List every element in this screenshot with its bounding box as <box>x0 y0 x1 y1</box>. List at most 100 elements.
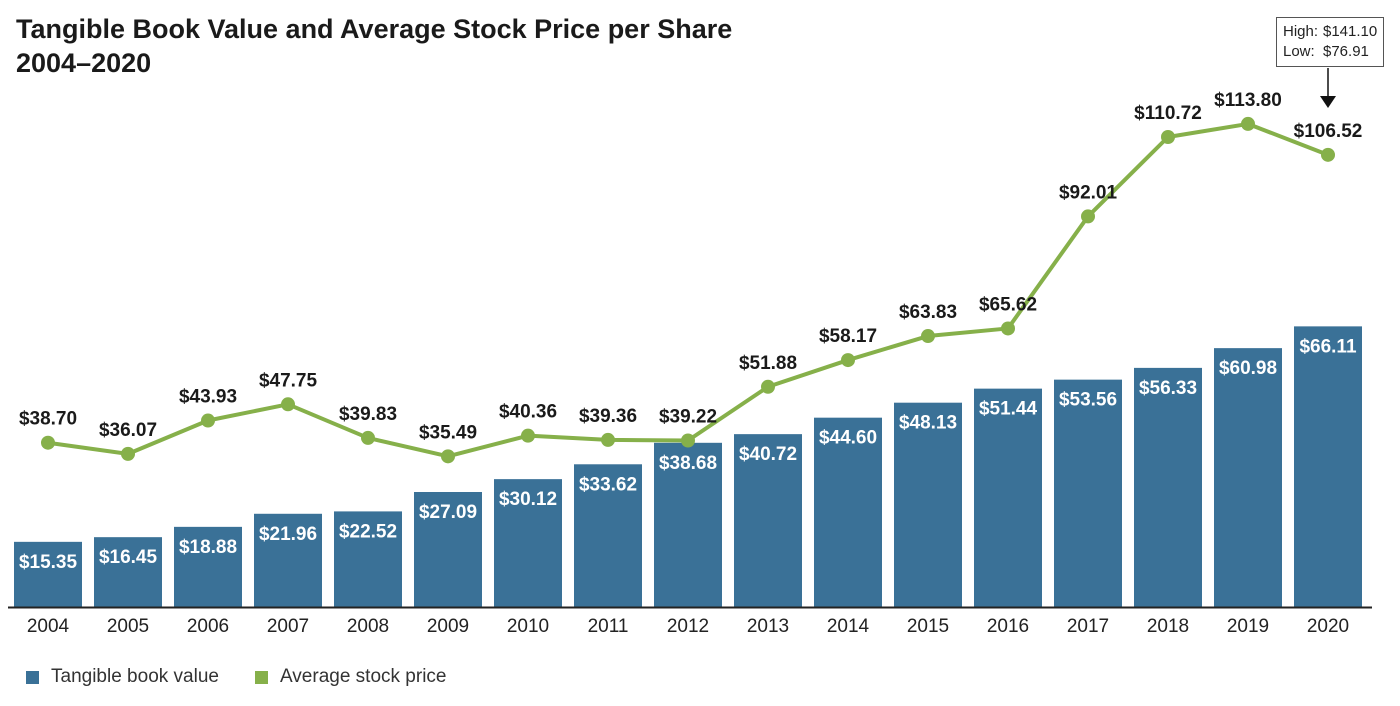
callout-arrow-head <box>1320 96 1336 108</box>
stock-price-label-2011: $39.36 <box>579 406 637 427</box>
bar-label-2017: $53.56 <box>1059 390 1117 411</box>
x-tick-label-2015: 2015 <box>907 616 949 637</box>
bar-2007 <box>254 513 322 607</box>
stock-price-point-2012 <box>681 433 695 448</box>
callout-high-row: High: $141.10 <box>1283 22 1383 42</box>
legend-swatch-line <box>254 670 268 684</box>
stock-price-label-2006: $43.93 <box>179 387 237 408</box>
bar-2008 <box>334 511 402 607</box>
bar-label-2007: $21.96 <box>259 524 317 545</box>
chart-legend: Tangible book value Average stock price <box>26 666 446 688</box>
stock-price-label-2012: $39.22 <box>659 407 717 428</box>
stock-price-label-2007: $47.75 <box>259 370 318 391</box>
line-series <box>41 116 1335 464</box>
bar-label-2012: $38.68 <box>659 453 717 474</box>
bar-series <box>14 326 1362 607</box>
x-tick-label-2012: 2012 <box>667 616 709 637</box>
callout-low-row: Low: $76.91 <box>1283 42 1383 62</box>
stock-price-point-2009 <box>441 449 455 464</box>
legend-label-book-value: Tangible book value <box>51 666 219 687</box>
stock-price-label-2004: $38.70 <box>19 409 77 430</box>
bar-label-2009: $27.09 <box>419 502 477 523</box>
bar-label-2014: $44.60 <box>819 428 877 449</box>
bar-2017 <box>1054 379 1122 607</box>
stock-price-label-2013: $51.88 <box>739 353 797 374</box>
stock-price-label-2010: $40.36 <box>499 402 557 423</box>
bar-2005 <box>94 537 162 607</box>
x-tick-label-2017: 2017 <box>1067 616 1109 637</box>
bar-label-2019: $60.98 <box>1219 358 1277 379</box>
stock-price-point-2020 <box>1321 147 1335 162</box>
x-tick-label-2010: 2010 <box>507 616 549 637</box>
callout-high-label: High: <box>1283 23 1319 40</box>
x-tick-label-2009: 2009 <box>427 616 469 637</box>
bar-label-2011: $33.62 <box>579 474 637 495</box>
stock-price-point-2014 <box>841 353 855 368</box>
bar-label-2008: $22.52 <box>339 521 397 542</box>
bar-label-group: $15.35 $16.45 $18.88 $21.96 $22.52 $27.09 $30.… <box>19 336 1357 572</box>
stock-price-point-2004 <box>41 435 55 450</box>
stock-price-label-2017: $92.01 <box>1059 182 1118 203</box>
bar-2004 <box>14 541 82 607</box>
x-tick-label-2004: 2004 <box>27 616 70 637</box>
bar-label-2004: $15.35 <box>19 552 78 573</box>
stock-price-point-2008 <box>361 430 375 445</box>
bar-2019 <box>1214 348 1282 607</box>
line-label-group: $38.70 $36.07 $43.93 $47.75 $39.83 $35.49 $40.… <box>19 90 1362 443</box>
bar-2014 <box>814 417 882 607</box>
stock-price-label-2016: $65.62 <box>979 294 1037 315</box>
chart-title: Tangible Book Value and Average Stock Pr… <box>16 12 732 80</box>
stock-price-label-2014: $58.17 <box>819 326 877 347</box>
stock-price-label-2019: $113.80 <box>1214 90 1282 111</box>
callout-low-label: Low: <box>1283 43 1315 60</box>
bar-label-2016: $51.44 <box>979 399 1038 420</box>
bar-2020 <box>1294 326 1362 607</box>
callout-high-value: $141.10 <box>1323 23 1378 40</box>
x-tick-label-2006: 2006 <box>187 616 229 637</box>
stock-price-point-2013 <box>761 379 775 394</box>
legend-item-stock-price: Average stock price <box>254 666 447 688</box>
bar-label-2005: $16.45 <box>99 547 158 568</box>
stock-price-point-2015 <box>921 329 935 344</box>
bar-2011 <box>574 464 642 607</box>
stock-price-label-2018: $110.72 <box>1134 103 1202 124</box>
x-tick-label-2016: 2016 <box>987 616 1029 637</box>
bar-2006 <box>174 526 242 607</box>
x-tick-label-group: 2004 2005 2006 2007 2008 2009 2010 2011 2012 2013… <box>27 616 1349 637</box>
bar-2009 <box>414 492 482 607</box>
legend-swatch-bar <box>26 670 39 684</box>
x-tick-label-2008: 2008 <box>347 616 389 637</box>
bar-label-2015: $48.13 <box>899 413 957 434</box>
legend-item-book-value: Tangible book value <box>26 666 219 688</box>
stock-price-point-2005 <box>121 446 135 461</box>
stock-price-label-2008: $39.83 <box>339 404 397 425</box>
stock-price-point-2016 <box>1001 321 1015 336</box>
bar-label-2010: $30.12 <box>499 489 557 510</box>
x-tick-label-2013: 2013 <box>747 616 789 637</box>
x-tick-label-2007: 2007 <box>267 616 309 637</box>
stock-price-point-2010 <box>521 428 535 443</box>
stock-price-point-2019 <box>1241 116 1255 131</box>
bar-label-2018: $56.33 <box>1139 378 1197 399</box>
x-tick-label-2018: 2018 <box>1147 616 1189 637</box>
bar-2010 <box>494 479 562 607</box>
stock-price-label-2009: $35.49 <box>419 422 477 443</box>
callout-arrow <box>1320 68 1336 108</box>
x-tick-label-2014: 2014 <box>827 616 870 637</box>
chart-title-line1: Tangible Book Value and Average Stock Pr… <box>16 14 733 44</box>
bar-label-2006: $18.88 <box>179 537 237 558</box>
stock-price-point-2017 <box>1081 209 1095 224</box>
stock-price-label-2005: $36.07 <box>99 420 157 441</box>
bar-2015 <box>894 402 962 607</box>
bar-2018 <box>1134 367 1202 607</box>
price-range-callout: High: $141.10 Low: $76.91 <box>1276 17 1384 67</box>
bar-2013 <box>734 434 802 607</box>
legend-label-stock-price: Average stock price <box>279 666 447 687</box>
stock-price-label-2020: $106.52 <box>1294 121 1363 142</box>
x-tick-label-2020: 2020 <box>1307 616 1349 637</box>
stock-price-point-2018 <box>1161 129 1175 144</box>
stock-price-point-2006 <box>201 413 215 428</box>
bar-2012 <box>654 442 722 607</box>
x-tick-label-2011: 2011 <box>588 616 629 637</box>
chart-title-line2: 2004–2020 <box>16 48 152 78</box>
